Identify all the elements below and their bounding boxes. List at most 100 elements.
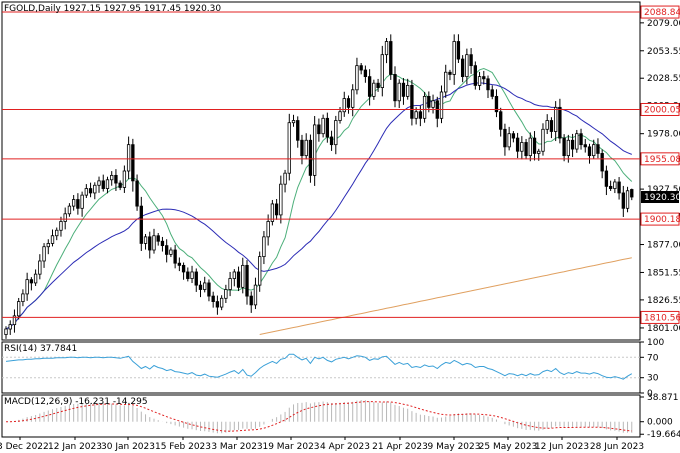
candle-body [291,120,296,124]
candle-body [198,284,203,290]
candle-body [283,172,287,185]
x-tick-label: 25 May 2023 [479,442,538,452]
candle-body [351,89,355,108]
candle-body [101,180,105,189]
macd-tick-label: 0.000 [647,418,673,428]
candle-body [604,170,609,187]
candle-body [17,301,21,317]
candle-body [342,98,346,113]
candle-body [482,76,486,80]
candle-body [376,82,380,88]
y-tick-label: 2028.55 [647,74,680,84]
candle-body [583,144,587,148]
candle-body [152,235,156,251]
candle-body [12,315,17,326]
candle-body [346,98,351,108]
candle-body [499,111,503,130]
pane-frame-1 [1,1,641,341]
x-tick-label: 4 Apr 2023 [320,442,370,452]
candle-body [406,85,410,97]
candle-body [215,301,220,308]
candle-body [367,76,372,97]
level-label: 2000.05 [644,105,680,115]
candle-body [126,144,131,172]
candle-body [596,144,600,154]
candle-body [532,137,537,154]
candle-body [528,137,532,157]
macd-tick-label: 38.871 [647,393,679,403]
candle-body [393,74,397,102]
candle-body [431,100,435,108]
candle-body [507,133,511,148]
candle-body [621,192,625,209]
candle-body [389,41,393,75]
candle-body [67,205,72,215]
candle-body [118,182,122,188]
y-tick-label: 1978.00 [647,130,680,140]
x-tick-label: 30 Jan 2023 [101,442,155,452]
ma-mid-line [5,82,632,330]
candle-body [477,76,482,86]
candle-body [414,111,418,119]
candle-body [558,106,562,139]
x-tick-label: 12 Jan 2023 [48,442,102,452]
candle-body [444,71,448,93]
macd-title: MACD(12,26,9) -16.231 -14.295 [4,397,148,407]
candle-body [465,54,469,78]
candle-body [520,142,524,152]
level-label: 2088.84 [644,8,680,18]
candle-body [460,58,465,78]
candle-body [97,180,101,186]
rsi-tick-label: 70 [647,353,659,363]
candle-body [524,142,528,157]
candle-body [617,181,621,194]
candle-body [418,111,423,119]
level-label: 1810.56 [644,313,680,323]
candle-body [245,264,249,297]
candle-body [570,139,575,150]
candle-body [46,243,50,248]
candle-body [63,213,67,222]
candle-body [355,65,359,91]
candle-body [55,229,59,237]
level-label-box [640,152,680,166]
candle-body [194,271,198,286]
candle-body [469,54,473,67]
level-label-box [640,102,680,116]
pane-frame-3 [1,394,641,438]
candle-body [321,117,325,135]
candle-body [545,120,549,130]
candle-body [592,144,596,157]
candle-body [511,133,516,139]
y-tick-label: 1877.00 [647,241,680,251]
x-tick-label: 19 Mar 2023 [262,442,319,452]
candle-body [587,146,592,157]
candle-body [219,297,224,308]
candle-body [439,91,444,119]
candle-body [401,82,406,97]
candle-body [4,328,8,335]
candle-body [135,180,139,207]
main-title: FGOLD,Daily 1927.15 1927.95 1917.45 1920… [4,4,221,14]
candle-body [169,249,173,255]
candle-body [473,65,477,86]
candle-body [88,188,93,194]
candle-body [317,124,321,135]
x-tick-label: 12 Jun 2023 [535,442,589,452]
candle-body [575,133,579,150]
candle-body [105,179,110,189]
candle-body [203,282,207,290]
candle-body [296,120,300,141]
y-tick-label: 2079.00 [647,19,680,29]
candle-body [452,41,456,75]
candle-body [232,271,236,279]
candle-body [494,95,499,113]
candle-body [334,120,338,146]
candle-body [160,240,165,247]
y-tick-label: 1927.50 [647,185,680,195]
level-label: 1955.08 [644,155,680,165]
candle-body [84,188,89,196]
candle-body [236,271,241,288]
candle-body [165,245,169,255]
